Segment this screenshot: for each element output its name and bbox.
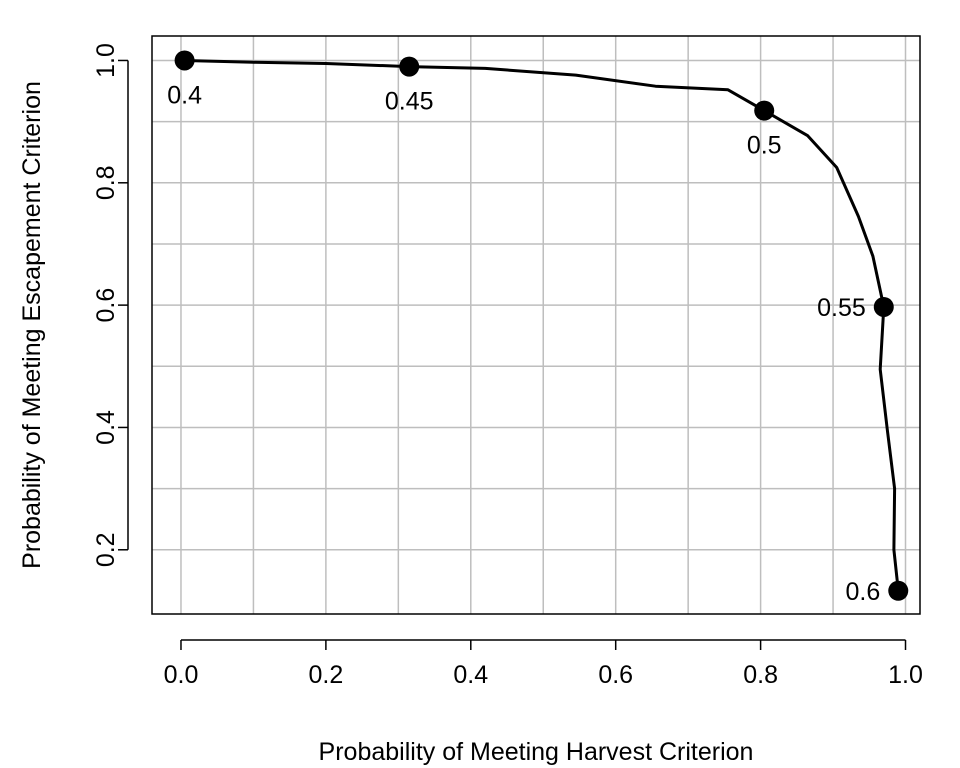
y-tick-label: 1.0 bbox=[92, 43, 120, 78]
plot-border bbox=[151, 35, 921, 615]
y-tick-label: 0.6 bbox=[92, 288, 120, 323]
series-line bbox=[184, 59, 900, 591]
x-tick-label: 0.8 bbox=[743, 661, 778, 689]
y-axis-title: Probability of Meeting Escapement Criter… bbox=[18, 81, 46, 569]
x-tick-label: 0.6 bbox=[598, 661, 633, 689]
axes: 0.0 0.2 0.4 0.6 0.8 1.0 0.2 0.4 0.6 0.8 1.0 bbox=[92, 43, 923, 689]
x-tick-label: 1.0 bbox=[888, 661, 923, 689]
y-tick-label: 0.2 bbox=[92, 532, 120, 567]
data-point bbox=[873, 296, 894, 317]
x-tick-label: 0.4 bbox=[453, 661, 488, 689]
grid-lines bbox=[152, 36, 920, 614]
x-axis-title: Probability of Meeting Harvest Criterion bbox=[319, 738, 754, 766]
data-point bbox=[174, 50, 195, 71]
data-label: 0.6 bbox=[845, 578, 880, 606]
y-tick-label: 0.4 bbox=[92, 410, 120, 445]
y-tick-label: 0.8 bbox=[92, 165, 120, 200]
data-points: 0.4 0.45 0.5 0.55 0.6 bbox=[167, 50, 909, 606]
data-label: 0.45 bbox=[385, 88, 434, 116]
data-point bbox=[888, 580, 909, 601]
data-point bbox=[399, 56, 420, 77]
data-label: 0.5 bbox=[747, 132, 782, 160]
x-tick-label: 0.0 bbox=[164, 661, 199, 689]
data-label: 0.55 bbox=[817, 294, 866, 322]
x-tick-label: 0.2 bbox=[309, 661, 344, 689]
data-point bbox=[754, 100, 775, 121]
data-label: 0.4 bbox=[167, 81, 202, 109]
